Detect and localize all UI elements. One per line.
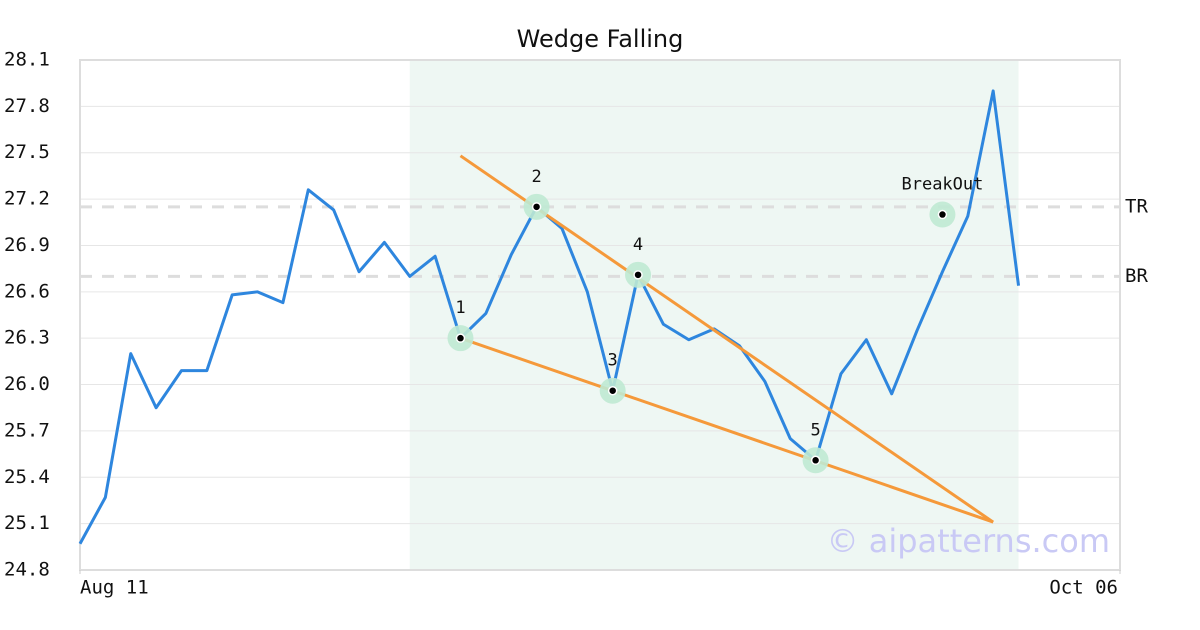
y-tick-label: 24.8: [4, 559, 50, 581]
y-tick-label: 26.0: [4, 373, 50, 395]
y-tick-label: 28.1: [4, 49, 50, 71]
y-tick-label: 25.1: [4, 512, 50, 534]
y-tick-label: 25.4: [4, 466, 50, 488]
pattern-point: [937, 209, 948, 220]
highlight-region: [409, 60, 1019, 570]
x-tick-label: Aug 11: [80, 577, 149, 599]
level-label: BR: [1125, 265, 1148, 287]
y-tick-label: 26.3: [4, 327, 50, 349]
y-tick-label: 27.2: [4, 188, 50, 210]
x-tick-label: Oct 06: [1049, 577, 1118, 599]
watermark: © aipatterns.com: [827, 522, 1110, 560]
y-tick-label: 27.8: [4, 95, 50, 117]
pattern-point-label: BreakOut: [901, 175, 983, 195]
pattern-point: [531, 202, 542, 212]
pattern-point-label: 3: [608, 351, 618, 371]
pattern-point-label: 5: [810, 420, 820, 440]
pattern-point: [455, 333, 466, 343]
level-label: TR: [1125, 195, 1148, 217]
pattern-point: [607, 385, 618, 396]
y-tick-label: 25.7: [4, 419, 50, 441]
pattern-point: [810, 455, 821, 466]
y-tick-label: 26.6: [4, 280, 50, 302]
y-tick-label: 27.5: [4, 141, 50, 163]
plot-frame: [79, 59, 1121, 571]
y-tick-label: 26.9: [4, 234, 50, 256]
pattern-point-label: 4: [633, 235, 643, 255]
pattern-point-label: 1: [455, 298, 465, 318]
trend-line: [459, 336, 994, 524]
trend-line: [459, 154, 995, 524]
pattern-point: [633, 270, 643, 280]
pattern-point-label: 2: [531, 167, 541, 187]
chart-title: Wedge Falling: [517, 25, 684, 53]
